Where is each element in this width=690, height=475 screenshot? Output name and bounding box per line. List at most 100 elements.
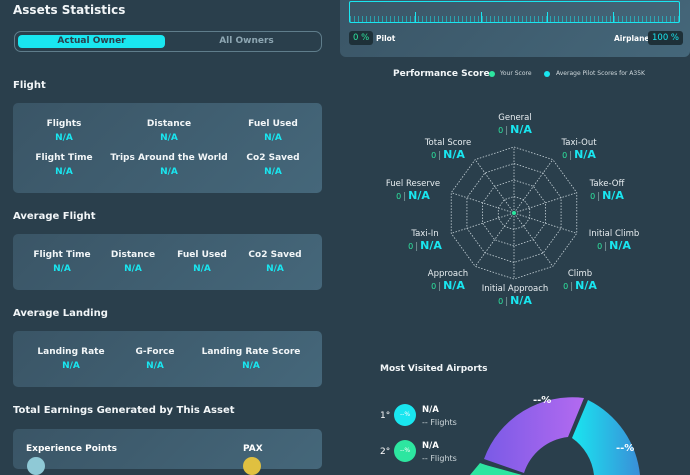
- stat-value: N/A: [242, 361, 260, 371]
- radar-axis: [451, 192, 515, 214]
- radar-axis: [474, 212, 515, 267]
- separator: |: [438, 282, 442, 292]
- stat-label: Fuel Used: [248, 119, 298, 129]
- stat-value: N/A: [53, 264, 71, 274]
- radar-axis: [451, 212, 515, 234]
- stat-value: N/A: [264, 133, 282, 143]
- average-landing-card: Landing Rate N/A G-Force N/A Landing Rat…: [13, 331, 322, 387]
- axis-score: 0: [590, 192, 596, 201]
- donut-segment: [484, 397, 584, 473]
- page-title: Assets Statistics: [13, 3, 126, 17]
- airports-donut-chart: [470, 397, 640, 475]
- airplane-label: Airplane: [614, 34, 650, 43]
- radar-axis-label: Take-Off 0 | N/A: [590, 178, 625, 203]
- axis-name: Fuel Reserve: [385, 179, 441, 189]
- axis-average: N/A: [609, 239, 631, 252]
- your-score-point: [512, 211, 516, 215]
- radar-grid-ring: [482, 179, 546, 247]
- axis-score: 0: [408, 242, 414, 251]
- radar-grid-ring: [497, 196, 531, 230]
- stat-value: N/A: [266, 264, 284, 274]
- stat-label: Landing Rate Score: [201, 347, 301, 357]
- airport-name: N/A: [422, 441, 439, 451]
- stat-label: Trips Around the World: [110, 153, 228, 163]
- axis-average: N/A: [408, 189, 430, 202]
- axis-score: 0: [431, 282, 437, 291]
- stat-label: Flights: [46, 119, 82, 129]
- separator: |: [438, 151, 442, 161]
- airport-percent-badge: --%: [394, 440, 416, 462]
- donut-label: --%: [533, 395, 552, 406]
- separator: |: [569, 151, 573, 161]
- average-legend-dot: [544, 71, 550, 77]
- xp-label: Experience Points: [26, 444, 118, 454]
- donut-segment: [572, 400, 640, 475]
- stat-label: G-Force: [135, 347, 175, 357]
- radar-axis: [513, 212, 554, 267]
- axis-score: 0: [498, 297, 504, 306]
- airport-rank: 1°: [380, 411, 391, 421]
- radar-axis-label: Initial Approach 0 | N/A: [482, 283, 549, 308]
- stat-value: N/A: [146, 361, 164, 371]
- earnings-title: Total Earnings Generated by This Asset: [13, 405, 235, 416]
- airport-flights: -- Flights: [422, 418, 457, 427]
- axis-average: N/A: [510, 294, 532, 307]
- owner-toggle[interactable]: Actual Owner All Owners: [14, 31, 322, 52]
- stat-value: N/A: [160, 133, 178, 143]
- your-score-legend: Your Score: [500, 70, 532, 77]
- pilot-percent: 0 %: [349, 31, 374, 45]
- donut-label: --%: [616, 443, 635, 454]
- radar-grid-ring: [450, 146, 578, 280]
- radar-axis: [513, 192, 577, 214]
- radar-axis-label: Climb 0 | N/A: [563, 268, 597, 293]
- your-score-legend-dot: [489, 71, 495, 77]
- average-flight-card: Flight Time N/A Distance N/A Fuel Used N…: [13, 234, 322, 290]
- ownership-slider[interactable]: [349, 1, 680, 23]
- airport-flights: -- Flights: [422, 454, 457, 463]
- axis-average: N/A: [420, 239, 442, 252]
- all-owners-tab[interactable]: All Owners: [219, 36, 274, 46]
- airport-rank: 2°: [380, 447, 391, 457]
- stat-label: Flight Time: [35, 153, 93, 163]
- axis-score: 0: [562, 151, 568, 160]
- axis-score: 0: [563, 282, 569, 291]
- flight-card: Flights N/A Distance N/A Fuel Used N/A F…: [13, 103, 322, 193]
- axis-name: Climb: [567, 269, 593, 279]
- actual-owner-tab[interactable]: Actual Owner: [18, 35, 165, 48]
- separator: |: [415, 242, 419, 252]
- axis-average: N/A: [510, 123, 532, 136]
- stat-label: Fuel Used: [177, 250, 227, 260]
- separator: |: [505, 126, 509, 136]
- axis-name: Initial Climb: [588, 229, 640, 239]
- airports-title: Most Visited Airports: [380, 364, 488, 374]
- stat-label: Co2 Saved: [246, 153, 300, 163]
- stat-value: N/A: [160, 167, 178, 177]
- airport-percent-badge: --%: [394, 404, 416, 426]
- radar-axis-label: Fuel Reserve 0 | N/A: [386, 178, 440, 203]
- airplane-percent: 100 %: [648, 31, 684, 45]
- separator: |: [597, 192, 601, 202]
- radar-axis-label: General 0 | N/A: [498, 112, 532, 137]
- axis-name: Take-Off: [589, 179, 625, 189]
- stat-label: Flight Time: [33, 250, 91, 260]
- stat-label: Distance: [146, 119, 192, 129]
- axis-name: Approach: [427, 269, 469, 279]
- radar-axis: [513, 159, 554, 214]
- axis-name: Taxi-Out: [561, 138, 597, 148]
- stat-value: N/A: [264, 167, 282, 177]
- stat-value: N/A: [124, 264, 142, 274]
- axis-score: 0: [396, 192, 402, 201]
- axis-name: Total Score: [424, 138, 472, 148]
- stat-label: Distance: [110, 250, 156, 260]
- radar-axis-label: Total Score 0 | N/A: [425, 137, 471, 162]
- radar-axis-label: Approach 0 | N/A: [428, 268, 468, 293]
- axis-average: N/A: [575, 279, 597, 292]
- stat-label: Landing Rate: [37, 347, 105, 357]
- stat-label: Co2 Saved: [248, 250, 302, 260]
- axis-name: General: [498, 113, 532, 123]
- flight-title: Flight: [13, 80, 46, 91]
- ownership-split-panel: 0 % Pilot Airplane 100 %: [340, 0, 690, 57]
- performance-radar-chart: [450, 146, 578, 280]
- radar-axis-label: Taxi-In 0 | N/A: [408, 228, 442, 253]
- separator: |: [604, 242, 608, 252]
